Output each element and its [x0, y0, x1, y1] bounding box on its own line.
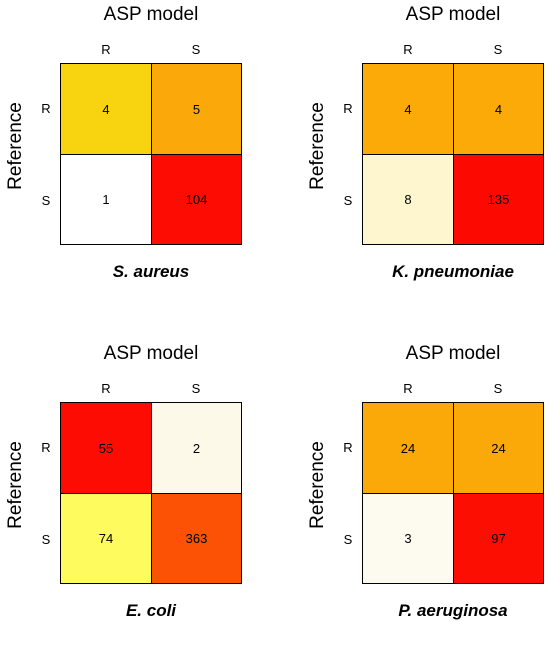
confusion-matrix-panel-s-aureus: ASP model Reference R S R S 4 5 1 104 S.… [0, 0, 275, 312]
matrix-cell: 97 [453, 493, 543, 583]
row-tick-label: R [343, 440, 353, 455]
y-axis-title: Reference [307, 102, 328, 190]
row-tick-label: S [41, 193, 51, 208]
matrix-cell: 74 [61, 493, 151, 583]
matrix-cell: 363 [151, 493, 241, 583]
column-tick-label: R [101, 381, 111, 396]
matrix-cell: 8 [363, 154, 453, 244]
confusion-matrix-panel-p-aeruginosa: ASP model Reference R S R S 24 24 3 97 P… [302, 339, 550, 651]
matrix-cell: 55 [61, 403, 151, 493]
y-axis-title-wrap: Reference [0, 391, 32, 579]
x-axis-title: ASP model [103, 343, 199, 364]
species-title: E. coli [125, 601, 177, 620]
x-axis-title: ASP model [103, 4, 199, 25]
species-title: K. pneumoniae [392, 262, 514, 281]
matrix-cell: 3 [363, 493, 453, 583]
confusion-matrix-panel-e-coli: ASP model Reference R S R S 55 2 74 363 … [0, 339, 275, 651]
column-tick-label: S [493, 42, 503, 57]
column-tick-label: S [493, 381, 503, 396]
matrix-cell: 2 [151, 403, 241, 493]
matrix-cell: 24 [453, 403, 543, 493]
matrix-cell: 5 [151, 64, 241, 154]
y-axis-title-wrap: Reference [302, 52, 334, 240]
matrix-cell: 24 [363, 403, 453, 493]
row-tick-label: S [343, 532, 353, 547]
x-axis-title: ASP model [405, 4, 501, 25]
row-tick-label: R [343, 101, 353, 116]
column-tick-label: R [403, 381, 413, 396]
column-tick-label: R [101, 42, 111, 57]
y-axis-title-wrap: Reference [0, 52, 32, 240]
row-tick-label: R [41, 440, 51, 455]
y-axis-title-wrap: Reference [302, 391, 334, 579]
matrix-cell: 4 [363, 64, 453, 154]
species-title: S. aureus [112, 262, 190, 281]
matrix-cell: 4 [61, 64, 151, 154]
column-tick-label: R [403, 42, 413, 57]
matrix-grid: 4 4 8 135 [362, 63, 544, 245]
confusion-matrix-panel-k-pneumoniae: ASP model Reference R S R S 4 4 8 135 K.… [302, 0, 550, 312]
matrix-cell: 104 [151, 154, 241, 244]
y-axis-title: Reference [5, 441, 26, 529]
matrix-grid: 55 2 74 363 [60, 402, 242, 584]
row-tick-label: S [41, 532, 51, 547]
column-tick-label: S [191, 381, 201, 396]
matrix-grid: 4 5 1 104 [60, 63, 242, 245]
matrix-grid: 24 24 3 97 [362, 402, 544, 584]
y-axis-title: Reference [5, 102, 26, 190]
row-tick-label: S [343, 193, 353, 208]
matrix-cell: 4 [453, 64, 543, 154]
species-title: P. aeruginosa [398, 601, 508, 620]
matrix-cell: 1 [61, 154, 151, 244]
row-tick-label: R [41, 101, 51, 116]
column-tick-label: S [191, 42, 201, 57]
y-axis-title: Reference [307, 441, 328, 529]
matrix-cell: 135 [453, 154, 543, 244]
x-axis-title: ASP model [405, 343, 501, 364]
